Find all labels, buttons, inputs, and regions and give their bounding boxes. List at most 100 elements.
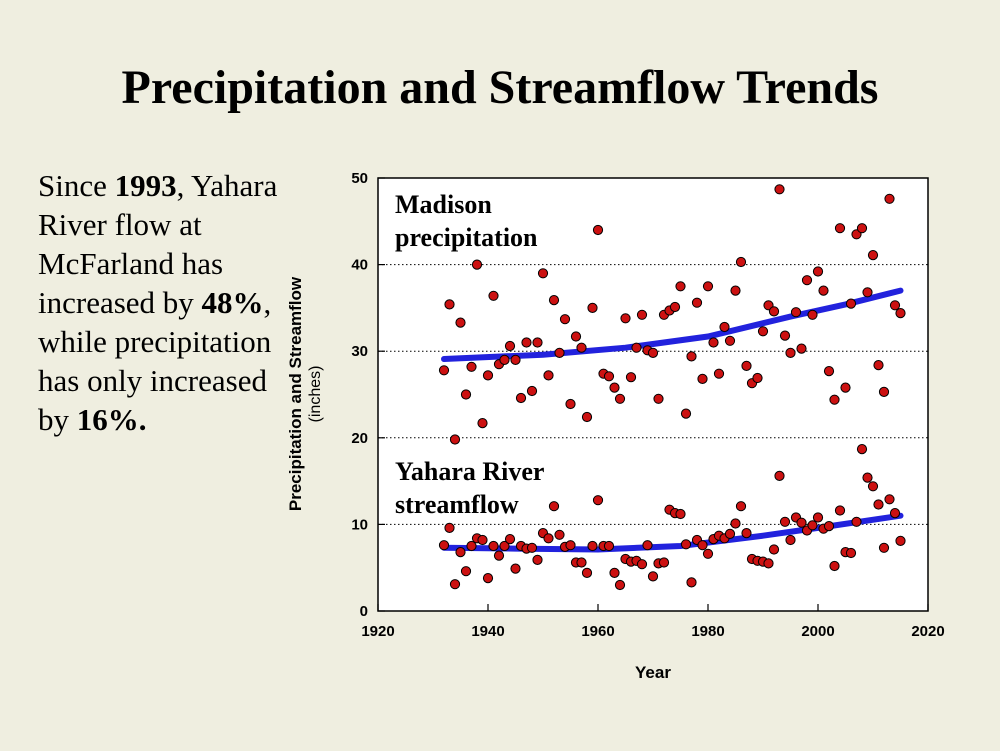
precipitation-annotation-line: precipitation	[395, 223, 538, 252]
streamflow-point	[510, 563, 521, 574]
precipitation-point	[702, 281, 714, 292]
precipitation-point	[675, 281, 686, 292]
precipitation-point	[554, 347, 565, 358]
precipitation-point	[614, 393, 626, 404]
precipitation-point	[581, 411, 593, 423]
streamflow-point	[812, 512, 824, 523]
streamflow-point	[856, 444, 868, 455]
streamflow-point	[576, 557, 587, 568]
streamflow-point	[647, 571, 659, 582]
precipitation-point	[510, 354, 521, 365]
streamflow-point	[851, 516, 862, 527]
streamflow-point	[895, 535, 906, 547]
x-tick-label: 2000	[801, 623, 834, 640]
precipitation-point	[785, 347, 796, 358]
precipitation-point	[444, 299, 455, 310]
y-tick-label: 30	[351, 343, 368, 360]
streamflow-annotation: Yahara River streamflow	[395, 457, 544, 519]
summary-part-2: , Yahara River flow at McFarland has inc…	[38, 168, 278, 320]
precipitation-point	[867, 250, 879, 261]
summary-part-4: .	[138, 402, 147, 437]
precipitation-point	[757, 326, 769, 337]
series-annotations: Madison precipitation Yahara River streamfl…	[395, 190, 544, 519]
precipitation-point	[719, 321, 730, 333]
precipitation-point	[708, 337, 719, 348]
streamflow-point	[609, 567, 620, 579]
streamflow-point	[873, 499, 884, 510]
precipitation-point	[884, 193, 895, 204]
precipitation-point	[829, 394, 840, 405]
streamflow-point	[444, 522, 455, 534]
precipitation-point	[697, 373, 708, 384]
precipitation-point	[774, 184, 785, 195]
precipitation-point	[878, 386, 890, 397]
summary-year: 1993	[114, 168, 177, 203]
streamflow-point	[697, 540, 708, 551]
x-axis-label: Year	[635, 663, 671, 682]
streamflow-point	[532, 554, 543, 566]
precipitation-point	[680, 408, 692, 419]
precipitation-point	[631, 342, 642, 353]
streamflow-point	[636, 559, 648, 570]
x-tick-label: 1940	[471, 623, 504, 640]
precipitation-point	[862, 287, 873, 298]
precipitation-point	[873, 360, 884, 371]
streamflow-point	[658, 557, 670, 568]
precipitation-point	[713, 368, 725, 379]
streamflow-point	[823, 521, 835, 532]
precipitation-point	[856, 223, 868, 234]
streamflow-annotation-line: Yahara River	[395, 457, 544, 486]
precipitation-point	[559, 314, 571, 325]
streamflow-point	[889, 507, 901, 519]
summary-part-1: Since	[38, 168, 115, 203]
precipitation-point	[592, 224, 604, 236]
precipitation-point	[521, 337, 532, 348]
y-tick-label: 10	[351, 516, 368, 533]
streamflow-annotation-line: streamflow	[395, 490, 519, 519]
precipitation-point	[636, 309, 648, 320]
streamflow-point	[829, 560, 840, 572]
precipitation-point	[840, 382, 851, 393]
precipitation-point	[565, 398, 576, 410]
summary-part-3: , while precipitation has only increased…	[38, 285, 272, 437]
streamflow-point	[796, 517, 807, 528]
precipitation-point	[603, 371, 615, 382]
precipitation-point	[455, 317, 466, 328]
streamflow-point	[686, 577, 697, 588]
streamflow-point	[455, 547, 466, 558]
streamflow-point	[867, 481, 879, 492]
precipitation-point	[537, 268, 549, 279]
streamflow-point	[603, 540, 615, 552]
precipitation-annotation: Madison precipitation	[395, 190, 538, 252]
streamflow-point	[554, 529, 565, 540]
precipitation-point	[620, 313, 631, 324]
streamflow-point	[642, 540, 653, 551]
precipitation-trend-line	[441, 287, 904, 362]
x-tick-label: 2020	[911, 623, 944, 640]
precipitation-point	[570, 331, 582, 342]
precipitation-point	[438, 365, 450, 376]
axis-ticks: 0 10 20 30 40 50 1920 1940 1960 1980 2000 2020	[351, 170, 944, 640]
precipitation-point	[845, 298, 857, 309]
streamflow-point	[785, 534, 796, 546]
streamflow-point	[768, 544, 780, 555]
streamflow-point	[482, 573, 494, 584]
precipitation-point	[735, 256, 747, 268]
precipitation-point	[741, 360, 752, 371]
precipitation-point	[818, 285, 829, 296]
streamflow-point	[587, 540, 598, 552]
streamflow-point	[884, 494, 895, 505]
precipitation-point	[515, 392, 527, 404]
streamflow-point	[504, 534, 516, 545]
slide-title: Precipitation and Streamflow Trends	[121, 61, 879, 114]
streamflow-point	[438, 540, 450, 551]
streamflow-point	[449, 579, 461, 590]
precipitation-point	[647, 347, 659, 358]
streamflow-point	[488, 540, 499, 552]
precipitation-point	[834, 223, 846, 234]
x-tick-label: 1920	[361, 623, 394, 640]
y-tick-label: 20	[351, 430, 368, 447]
summary-text: Since 1993, Yahara River flow at McFarla…	[38, 166, 278, 439]
streamflow-point	[724, 528, 736, 540]
